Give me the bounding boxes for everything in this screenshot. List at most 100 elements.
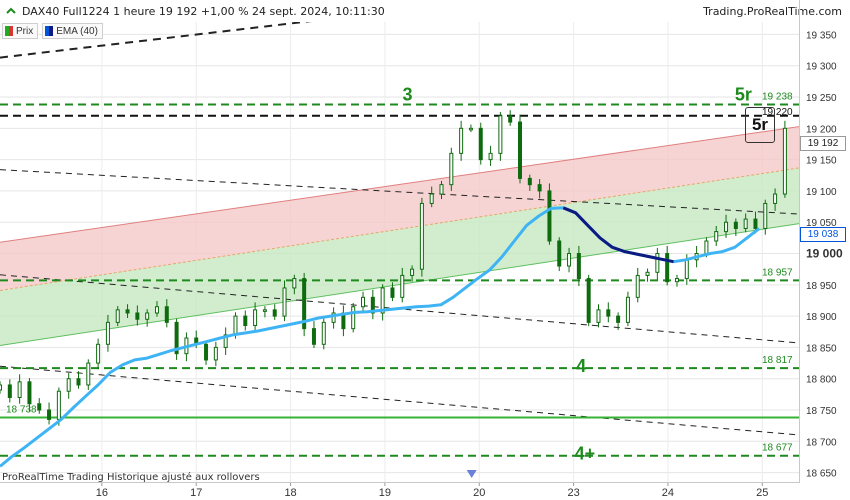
candle-body (204, 343, 209, 361)
wave-label: 4+ (575, 444, 596, 464)
candle-body (557, 240, 562, 267)
level-label: 18 957 (762, 267, 793, 278)
legend-item-ema[interactable]: EMA (40) (42, 23, 103, 39)
legend-label-ema: EMA (40) (56, 25, 98, 37)
candle-body (361, 296, 366, 308)
y-tick-label: 19 000 (806, 247, 843, 261)
candle-body (0, 384, 2, 391)
candle-body (331, 312, 336, 323)
ema-falling-segment (562, 206, 674, 264)
candle-body (586, 278, 591, 323)
candle-body (527, 177, 532, 186)
y-tick-label: 19 050 (806, 218, 837, 229)
candle-body (17, 381, 22, 398)
channel-lower-line (0, 222, 800, 347)
y-tick-label: 19 300 (806, 62, 837, 73)
candle-body (400, 274, 405, 298)
candle-body (223, 334, 228, 348)
candle-body (488, 152, 493, 161)
wave-label: 3 (403, 84, 413, 104)
wave-label: 4 (576, 356, 586, 376)
candle-body (743, 218, 748, 229)
legend-item-price[interactable]: Prix (2, 23, 39, 39)
candle-body (625, 296, 630, 323)
candle-body (733, 221, 738, 229)
candle-body (27, 381, 32, 405)
candle-body (125, 309, 130, 314)
level-label: 19 220 (762, 107, 793, 118)
candle-body (351, 306, 356, 330)
y-tick-label: 18 950 (806, 281, 837, 292)
x-axis (0, 482, 800, 483)
candle-body (508, 115, 513, 123)
candle-body (439, 184, 444, 195)
candle-body (154, 306, 159, 314)
price-swatch-icon (5, 26, 13, 36)
y-tick-label: 19 350 (806, 30, 837, 41)
y-tick-label: 19 200 (806, 124, 837, 135)
candle-body (380, 287, 385, 314)
candle-body (655, 253, 660, 273)
candle-body (567, 253, 572, 267)
level-label: 18 738 (6, 405, 37, 416)
candle-body (419, 202, 424, 270)
candle-body (272, 309, 277, 317)
channel-lower-band (0, 167, 800, 346)
candle-body (66, 378, 71, 392)
candle-body (390, 287, 395, 298)
candle-body (86, 362, 91, 386)
chart-title: DAX40 Full1224 1 heure 19 192 +1,00 % 24… (22, 5, 385, 18)
x-tick-label: 25 (756, 487, 768, 499)
candle-body (145, 312, 150, 320)
y-tick-label: 19 100 (806, 187, 837, 198)
x-tick-label: 19 (379, 487, 391, 499)
candle-body (665, 253, 670, 283)
candle-body (773, 193, 778, 204)
candle-body (302, 278, 307, 330)
y-tick-label: 19 250 (806, 93, 837, 104)
candle-body (47, 409, 52, 420)
candle-body (410, 268, 415, 276)
level-label: 18 677 (762, 443, 793, 454)
candle-body (478, 127, 483, 161)
trend-line (0, 169, 800, 215)
candle-body (292, 278, 297, 289)
candle-body (429, 193, 434, 204)
x-tick-label: 20 (473, 487, 485, 499)
x-tick-label: 24 (662, 487, 674, 499)
candle-body (96, 343, 101, 364)
event-marker-icon (466, 470, 477, 478)
brand-label: Trading.ProRealTime.com (703, 5, 842, 18)
candle-body (782, 127, 787, 195)
candle-body (596, 309, 601, 323)
level-label: 19 238 (762, 92, 793, 103)
candle-body (262, 309, 267, 312)
candle-body (518, 121, 522, 179)
x-tick-label: 17 (190, 487, 202, 499)
candle-body (537, 184, 542, 192)
x-tick-label: 18 (284, 487, 296, 499)
y-tick-label: 18 800 (806, 375, 837, 386)
x-tick-label: 23 (567, 487, 579, 499)
level-label: 18 817 (762, 355, 793, 366)
candle-body (606, 309, 611, 317)
candle-body (576, 253, 581, 280)
candle-body (724, 221, 729, 233)
collapse-icon[interactable] (5, 5, 17, 17)
wave-box-label: 5r (745, 107, 775, 143)
indicator-legend: Prix EMA (40) (2, 23, 103, 39)
channel-upper-band (0, 126, 800, 291)
candle-body (449, 152, 454, 186)
candle-body (684, 259, 689, 280)
plot-area: 3 5r 4 4+ (0, 22, 800, 482)
candle-body (635, 274, 640, 298)
last-price-badge: 19 192 (800, 136, 846, 151)
candle-body (370, 296, 375, 314)
ema-value-badge: 19 038 (800, 227, 846, 242)
candle-body (105, 321, 110, 345)
y-tick-label: 18 750 (806, 406, 837, 417)
candle-body (714, 231, 719, 242)
candle-body (253, 309, 258, 327)
candle-body (135, 312, 140, 320)
